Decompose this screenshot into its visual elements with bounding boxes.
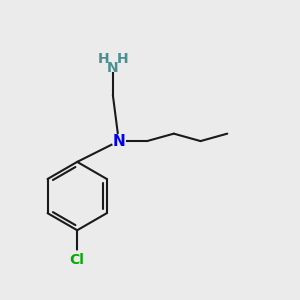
Text: H: H [116,52,128,66]
Text: H: H [98,52,109,66]
Text: N: N [107,61,119,75]
Circle shape [68,251,86,269]
Circle shape [102,50,123,71]
Text: Cl: Cl [70,253,85,267]
Text: N: N [112,134,125,148]
Circle shape [112,134,125,148]
